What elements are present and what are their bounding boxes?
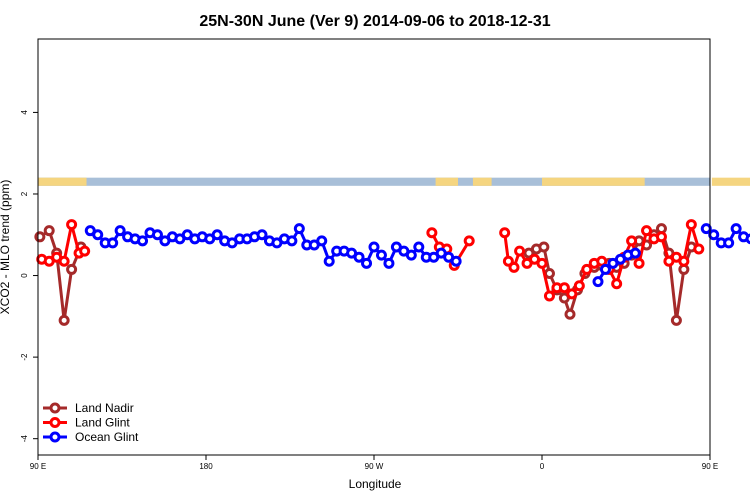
data-point	[368, 241, 380, 253]
data-point	[43, 225, 55, 237]
data-point	[92, 229, 104, 241]
y-tick-label: -4	[20, 435, 29, 443]
data-point	[700, 223, 712, 235]
data-point	[633, 257, 645, 269]
series-layer	[34, 219, 750, 326]
x-tick-label: 90 E	[702, 462, 718, 471]
y-tick-label: 0	[20, 273, 29, 278]
data-point	[573, 280, 585, 292]
data-point	[375, 249, 387, 261]
y-tick-label: 4	[20, 110, 29, 115]
data-point	[34, 231, 46, 243]
data-point	[685, 219, 697, 231]
land-ocean-strip	[38, 177, 750, 186]
x-tick-label: 180	[199, 462, 213, 471]
data-point	[626, 235, 638, 247]
data-point	[745, 233, 750, 245]
data-point	[599, 263, 611, 275]
data-point	[58, 255, 70, 267]
y-axis: -4 -2 0 2 4	[20, 110, 38, 443]
x-axis: 90 E 180 90 W 0 90 E	[30, 455, 718, 471]
data-point	[596, 255, 608, 267]
x-axis-label: Longitude	[349, 477, 402, 491]
land-band-1	[435, 177, 458, 186]
data-point	[730, 223, 742, 235]
data-point	[641, 225, 653, 237]
data-point	[426, 227, 438, 239]
data-point	[293, 223, 305, 235]
data-point	[114, 225, 126, 237]
data-point	[558, 282, 570, 294]
legend-marker	[49, 417, 61, 428]
data-point	[316, 235, 328, 247]
land-band-4	[711, 177, 750, 186]
x-tick-label: 90 E	[30, 462, 46, 471]
x-tick-label: 90 W	[365, 462, 384, 471]
legend-marker	[49, 402, 61, 414]
land-band-2	[472, 177, 492, 186]
data-point	[107, 237, 119, 249]
data-point	[670, 314, 682, 326]
data-point	[581, 263, 593, 275]
data-point	[655, 231, 667, 243]
data-point	[286, 235, 298, 247]
data-point	[463, 235, 475, 247]
data-point	[256, 229, 268, 241]
data-point	[137, 235, 149, 247]
data-point	[450, 255, 462, 267]
data-point	[723, 237, 735, 249]
data-point	[323, 255, 335, 267]
data-point	[678, 255, 690, 267]
data-point	[66, 263, 78, 275]
x-tick-label: 0	[540, 462, 545, 471]
data-point	[79, 245, 91, 257]
data-point	[514, 245, 526, 257]
data-point	[383, 257, 395, 269]
data-point	[151, 229, 163, 241]
data-point	[413, 241, 425, 253]
data-point	[536, 257, 548, 269]
data-point	[499, 227, 511, 239]
data-point	[566, 288, 578, 300]
data-point	[592, 276, 604, 288]
land-band-3	[542, 177, 645, 186]
y-tick-label: -2	[20, 353, 29, 361]
data-point	[405, 249, 417, 261]
series-line-segment	[39, 228, 83, 321]
chart-title: 25N-30N June (Ver 9) 2014-09-06 to 2018-…	[199, 13, 550, 30]
data-point	[353, 251, 365, 263]
data-point	[543, 290, 555, 302]
data-point	[611, 278, 623, 290]
data-point	[66, 219, 78, 231]
data-point	[361, 257, 373, 269]
y-tick-label: 2	[20, 191, 29, 196]
ocean-band	[38, 177, 710, 186]
data-point	[564, 308, 576, 320]
data-point	[543, 268, 555, 280]
y-axis-label: XCO2 - MLO trend (ppm)	[0, 180, 12, 315]
land-band-0	[38, 177, 87, 186]
legend-label: Land Nadir	[75, 401, 134, 415]
data-point	[211, 229, 223, 241]
data-point	[508, 261, 520, 273]
legend-marker	[49, 431, 61, 443]
data-point	[538, 241, 550, 253]
data-point	[693, 243, 705, 255]
data-point	[629, 247, 641, 259]
series-ocean-glint	[84, 223, 750, 288]
legend-label: Land Glint	[75, 416, 130, 430]
data-point	[58, 314, 70, 326]
data-point	[708, 229, 720, 241]
legend-label: Ocean Glint	[75, 430, 139, 444]
